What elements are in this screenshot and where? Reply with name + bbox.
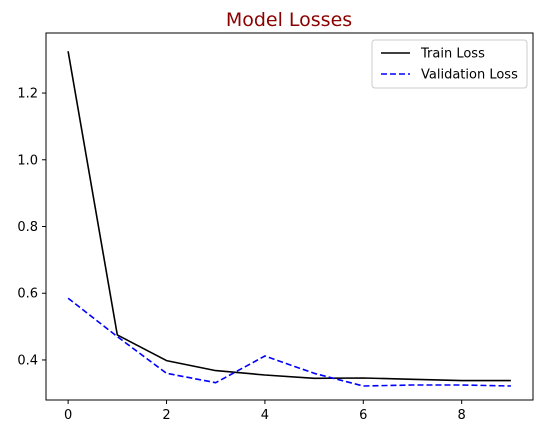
series-line-validation-loss — [68, 298, 511, 386]
x-tick-label: 8 — [458, 408, 466, 423]
legend: Train Loss Validation Loss — [372, 40, 527, 88]
y-tick-label: 1.0 — [17, 153, 38, 168]
legend-label: Validation Loss — [421, 68, 518, 83]
legend-label: Train Loss — [420, 47, 485, 62]
x-tick-label: 2 — [162, 408, 170, 423]
y-tick-label: 1.2 — [17, 87, 38, 102]
series-line-train-loss — [68, 51, 511, 380]
plot-area — [68, 51, 511, 386]
x-tick-label: 0 — [64, 408, 72, 423]
x-tick-label: 4 — [261, 408, 269, 423]
x-tick-label: 6 — [359, 408, 367, 423]
y-tick-label: 0.4 — [17, 353, 38, 368]
chart-title: Model Losses — [226, 9, 352, 31]
y-tick-label: 0.8 — [17, 220, 38, 235]
y-tick-label: 0.6 — [17, 287, 38, 302]
